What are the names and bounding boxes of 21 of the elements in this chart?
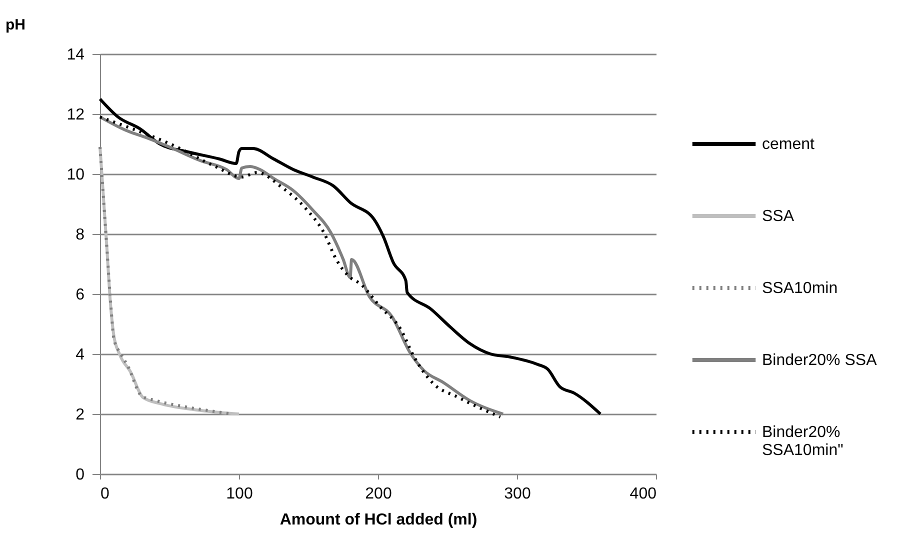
y-tick-label: 2 (76, 406, 85, 424)
y-tick-label: 6 (76, 286, 85, 304)
line-series (98, 98, 602, 416)
y-tick-label: 12 (66, 106, 85, 124)
y-axis-title: pH (6, 16, 26, 34)
y-tick-label: 8 (76, 226, 85, 244)
x-tick-label: 300 (504, 486, 531, 502)
legend-label: SSA (762, 208, 794, 225)
x-tick-label: 200 (365, 486, 392, 502)
legend-label: cement (762, 136, 816, 153)
x-tick-label: 100 (226, 486, 253, 502)
x-axis-title: Amount of HCl added (ml) (280, 512, 478, 528)
y-tick-label: 10 (66, 166, 85, 184)
y-tick-label: 4 (76, 346, 85, 364)
legend-label: Binder20% SSA (762, 352, 878, 369)
y-tick-label: 0 (76, 466, 85, 484)
x-tick-label: 0 (100, 486, 110, 502)
y-tick-label: 14 (66, 46, 85, 64)
x-tick-label: 400 (630, 486, 657, 502)
legend-label: Binder20% SSA10min" (762, 424, 844, 459)
legend-label: SSA10min (762, 280, 838, 297)
